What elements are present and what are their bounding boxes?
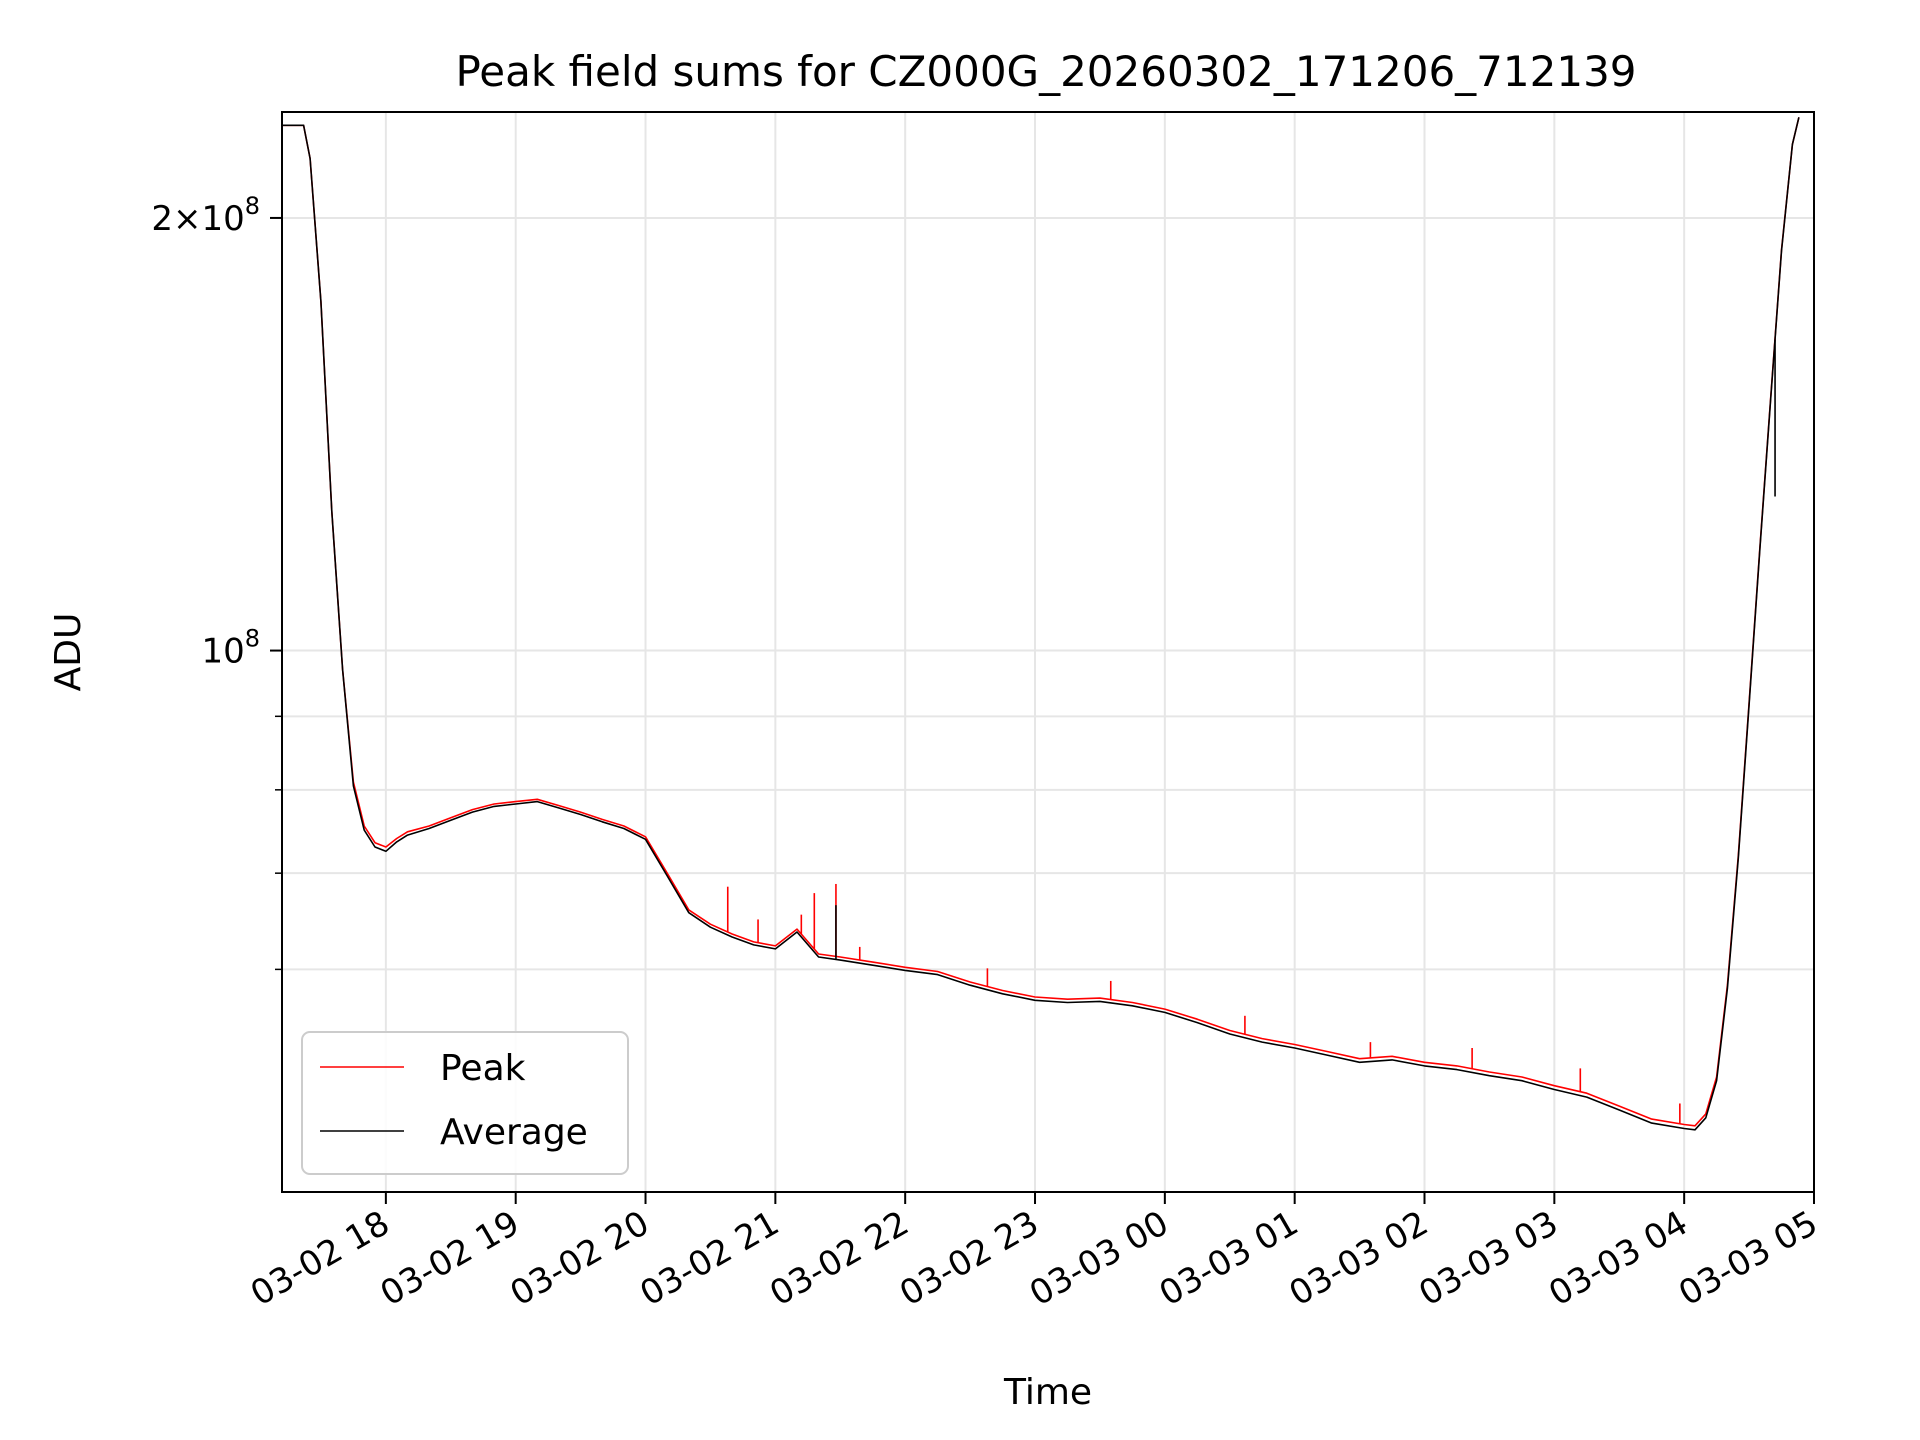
x-axis-label: Time: [1003, 1372, 1092, 1413]
series-line-average: [282, 117, 1800, 1131]
legend: Peak Average: [301, 1031, 629, 1175]
series-line-peak: [282, 117, 1800, 1127]
y-tick-label-exponent: 8: [245, 625, 260, 653]
legend-label-peak: Peak: [440, 1048, 526, 1089]
legend-label-average: Average: [440, 1112, 588, 1153]
y-axis-label: ADU: [48, 613, 89, 692]
chart-title: Peak field sums for CZ000G_20260302_1712…: [455, 47, 1636, 96]
y-tick-label-exponent: 8: [245, 192, 260, 220]
plot-frame: [281, 111, 1815, 1193]
y-tick-label: 2×108: [151, 192, 260, 239]
plot-series: [282, 117, 1800, 1131]
y-tick-label-base: 2×10: [151, 199, 244, 239]
y-tick-label-base: 10: [201, 632, 244, 672]
y-tick-label: 108: [201, 625, 260, 672]
